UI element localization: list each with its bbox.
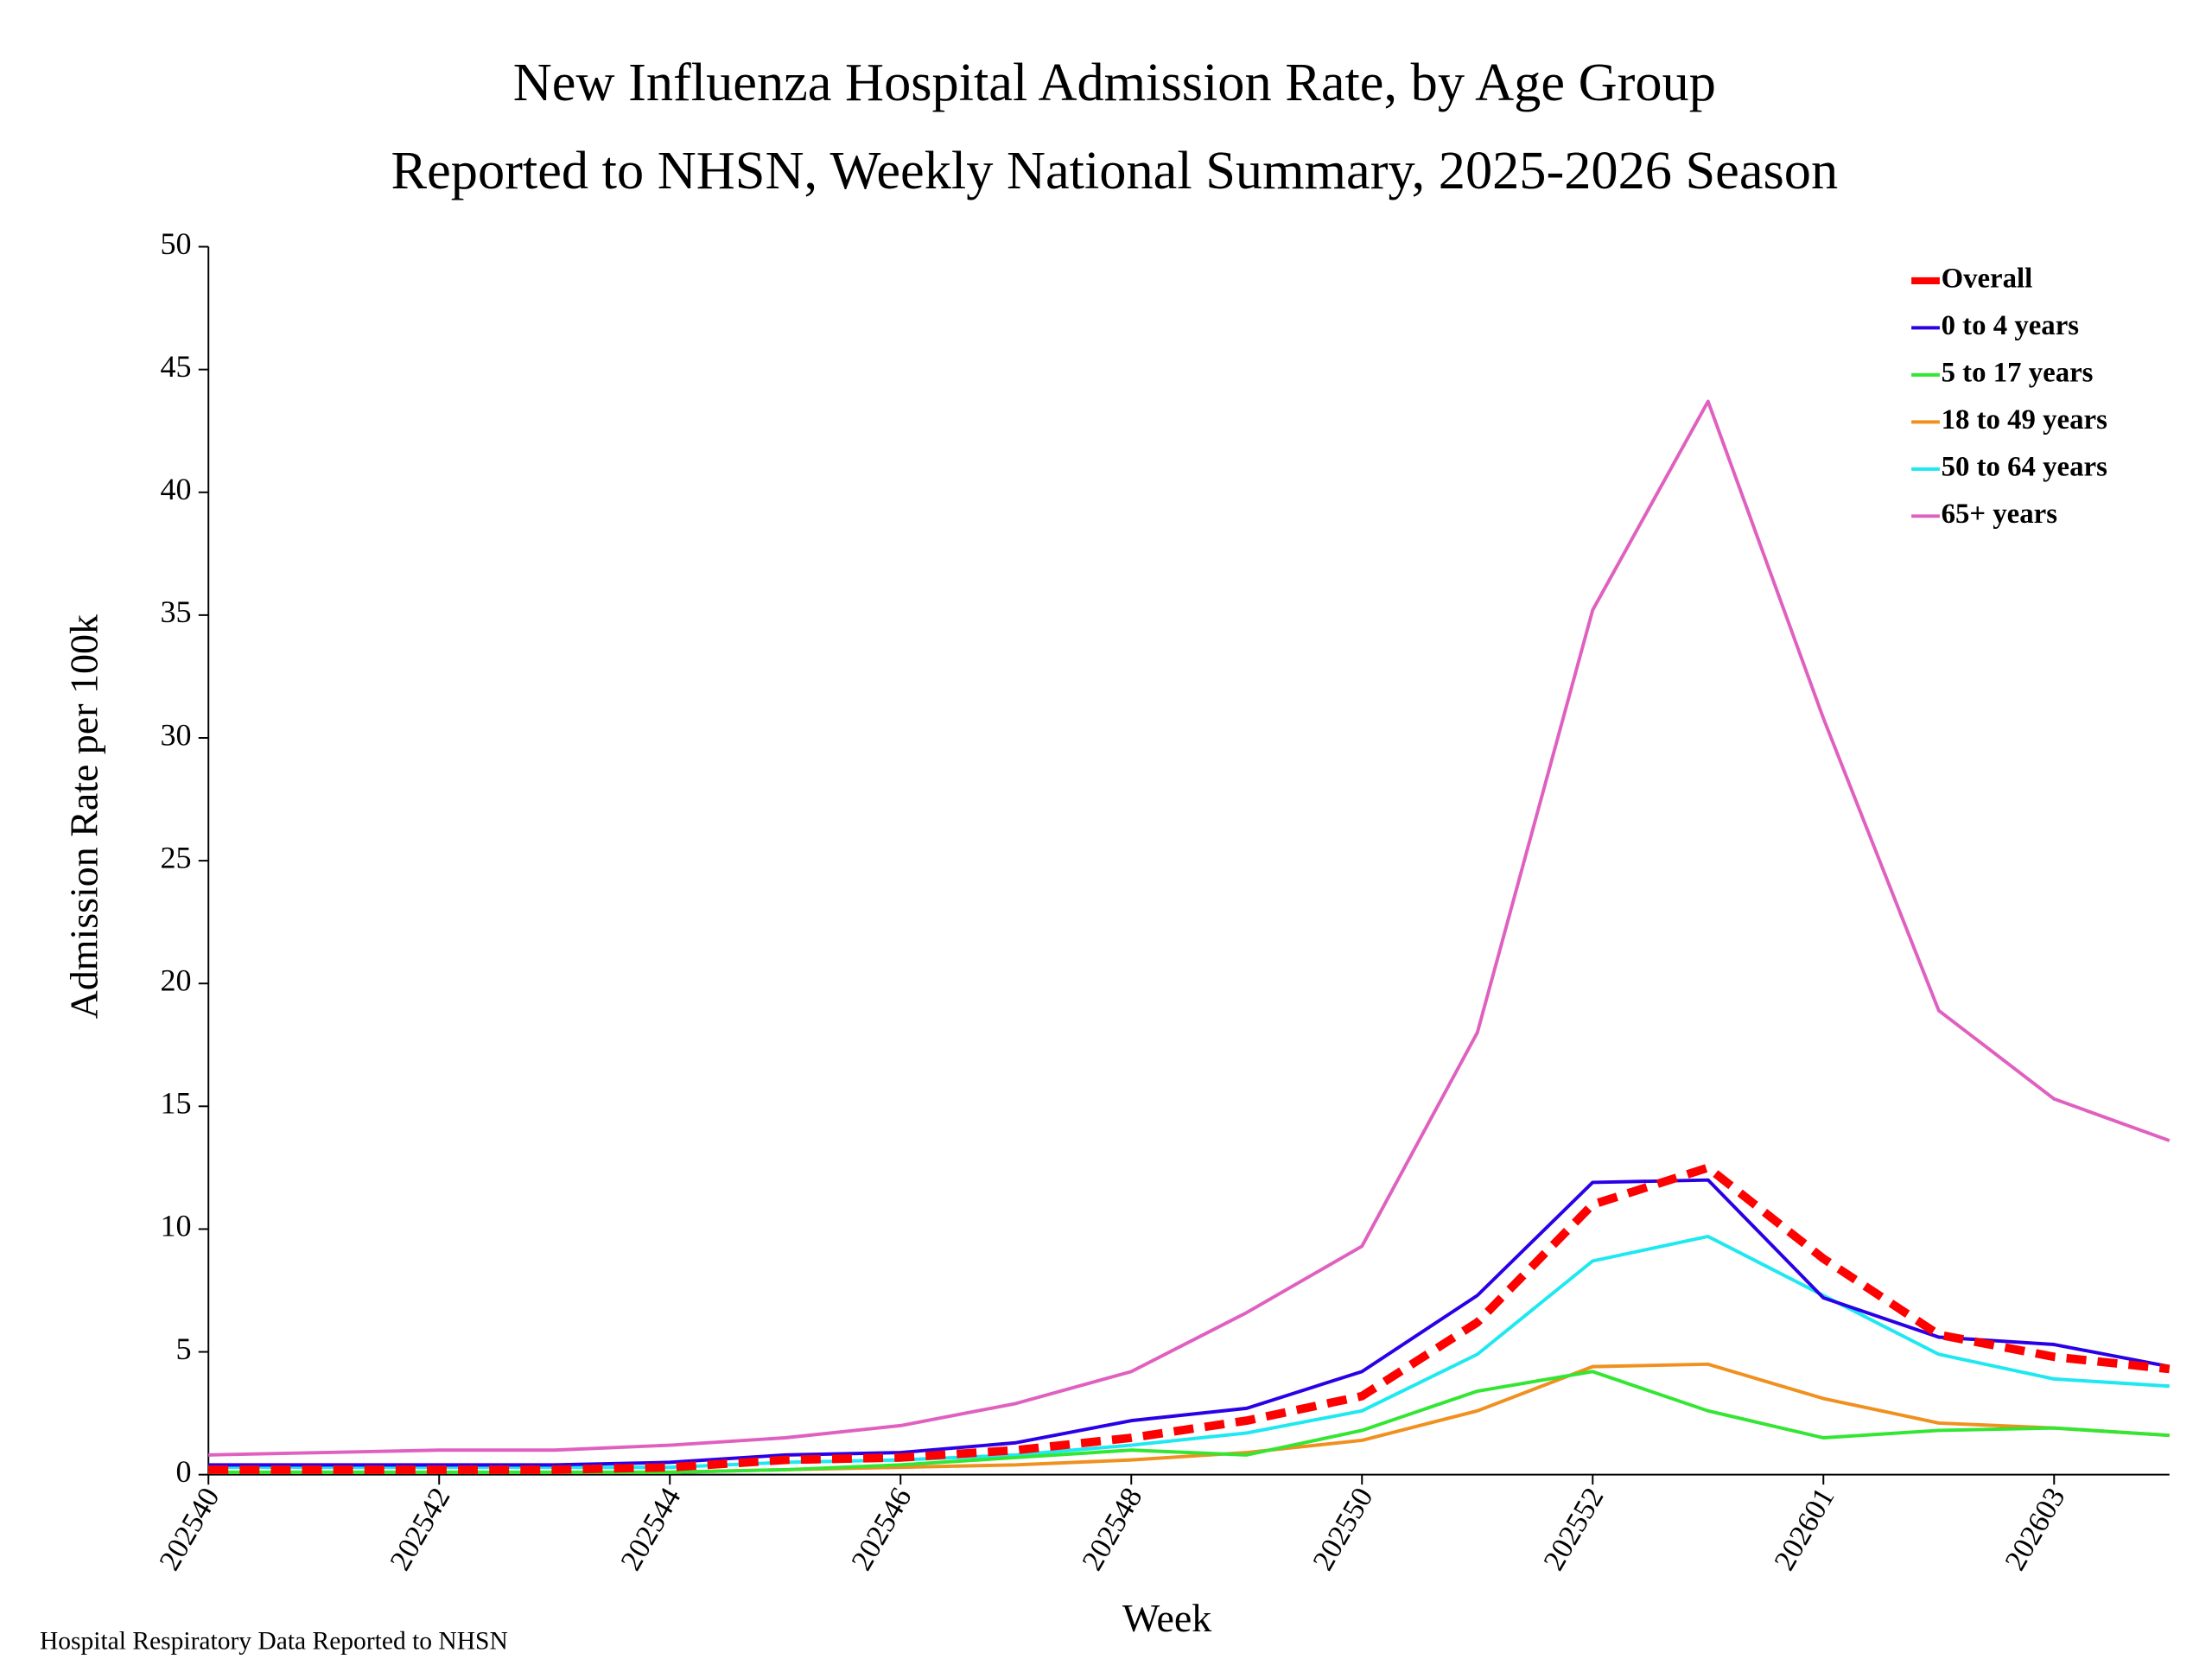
y-tick-label: 5 (175, 1332, 191, 1366)
series-line (208, 399, 2171, 1457)
y-tick-label: 50 (160, 226, 191, 261)
x-tick-label: 202550 (1306, 1482, 1380, 1576)
legend-label: 18 to 49 years (1942, 404, 2107, 435)
legend-label: 50 to 64 years (1942, 451, 2107, 482)
y-tick-label: 20 (160, 963, 191, 997)
legend-label: Overall (1942, 263, 2033, 294)
x-tick-label: 202544 (614, 1482, 688, 1576)
x-tick-label: 202542 (384, 1482, 457, 1576)
legend-label: 65+ years (1942, 499, 2057, 530)
x-axis-label: Week (1122, 1596, 1211, 1640)
legend-label: 0 to 4 years (1942, 310, 2079, 341)
x-tick-label: 202540 (153, 1482, 226, 1576)
x-tick-label: 202601 (1768, 1482, 1841, 1576)
y-tick-label: 10 (160, 1209, 191, 1243)
series-line (208, 1362, 2170, 1474)
legend-label: 5 to 17 years (1942, 357, 2094, 388)
x-tick-label: 202552 (1537, 1482, 1611, 1576)
series-line (208, 1178, 2171, 1467)
y-axis-label: Admission Rate per 100k (61, 614, 105, 1019)
y-tick-label: 0 (175, 1454, 191, 1489)
y-tick-label: 40 (160, 472, 191, 506)
x-tick-label: 202546 (845, 1482, 918, 1576)
series-line (208, 1163, 2171, 1474)
y-tick-label: 45 (160, 349, 191, 384)
x-tick-label: 202548 (1076, 1482, 1149, 1576)
y-tick-label: 25 (160, 840, 191, 874)
y-tick-label: 35 (160, 594, 191, 629)
source-note: Hospital Respiratory Data Reported to NH… (40, 1628, 508, 1656)
x-tick-label: 202603 (1999, 1482, 2072, 1576)
chart-subtitle: Reported to NHSN, Weekly National Summar… (391, 141, 1839, 200)
y-tick-label: 15 (160, 1086, 191, 1121)
chart-title: New Influenza Hospital Admission Rate, b… (513, 53, 1716, 112)
y-tick-label: 30 (160, 717, 191, 752)
